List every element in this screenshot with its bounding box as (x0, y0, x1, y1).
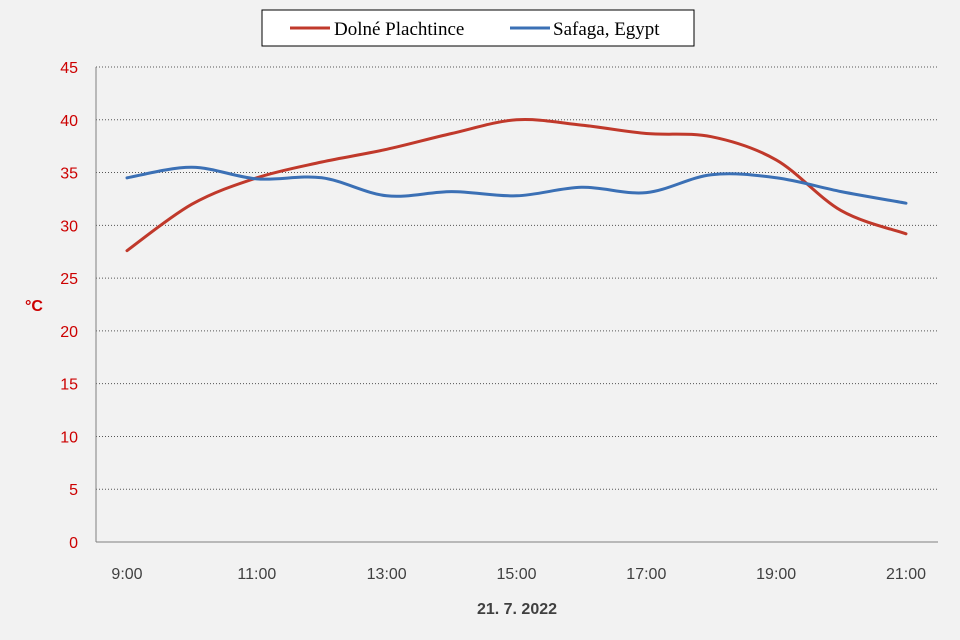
data-point (515, 118, 518, 121)
series-lines (125, 118, 908, 253)
data-point (320, 176, 323, 179)
data-point (775, 176, 778, 179)
y-tick-label: 45 (60, 60, 78, 77)
data-point (255, 177, 258, 180)
x-axis-label: 21. 7. 2022 (477, 601, 557, 618)
y-tick-label: 5 (69, 482, 78, 499)
data-point (126, 176, 129, 179)
x-tick-label: 15:00 (496, 566, 536, 583)
data-point (710, 135, 713, 138)
y-tick-label: 35 (60, 166, 78, 183)
data-point (320, 161, 323, 164)
x-tick-label: 17:00 (626, 566, 666, 583)
legend-label: Safaga, Egypt (553, 19, 660, 40)
data-point (840, 190, 843, 193)
x-tick-label: 13:00 (367, 566, 407, 583)
legend-box (261, 9, 695, 47)
legend: Dolné Plachtince Safaga, Egypt (261, 9, 695, 47)
data-point (645, 191, 648, 194)
x-tick-label: 21:00 (886, 566, 926, 583)
data-point (580, 186, 583, 189)
data-point (905, 232, 908, 235)
data-point (190, 166, 193, 169)
data-point (580, 124, 583, 127)
data-point (840, 209, 843, 212)
legend-label: Dolné Plachtince (334, 19, 464, 40)
data-point (515, 194, 518, 197)
data-point (775, 158, 778, 161)
data-point (905, 202, 908, 205)
x-tick-label: 11:00 (237, 566, 276, 583)
y-tick-label: 20 (60, 324, 78, 341)
series-line-2 (125, 165, 908, 205)
y-tick-label: 0 (69, 535, 78, 552)
y-axis-label: °C (25, 298, 43, 315)
data-point (645, 132, 648, 135)
x-tick-label: 19:00 (756, 566, 796, 583)
y-tick-label: 40 (60, 113, 78, 130)
data-point (385, 148, 388, 151)
data-point (126, 249, 129, 252)
y-tick-labels: 0 5 10 15 20 25 30 35 40 45 (60, 60, 78, 552)
x-tick-labels: 9:00 11:00 13:00 15:00 17:00 19:00 21:00 (111, 566, 926, 583)
data-point (710, 173, 713, 176)
data-point (385, 194, 388, 197)
gridlines (96, 66, 938, 490)
y-tick-label: 10 (60, 429, 78, 446)
y-tick-label: 30 (60, 218, 78, 235)
y-tick-label: 25 (60, 271, 78, 288)
data-point (450, 132, 453, 135)
x-tick-label: 9:00 (111, 566, 142, 583)
y-tick-label: 15 (60, 377, 78, 394)
data-point (190, 203, 193, 206)
data-point (450, 190, 453, 193)
series-line-1 (125, 118, 908, 253)
